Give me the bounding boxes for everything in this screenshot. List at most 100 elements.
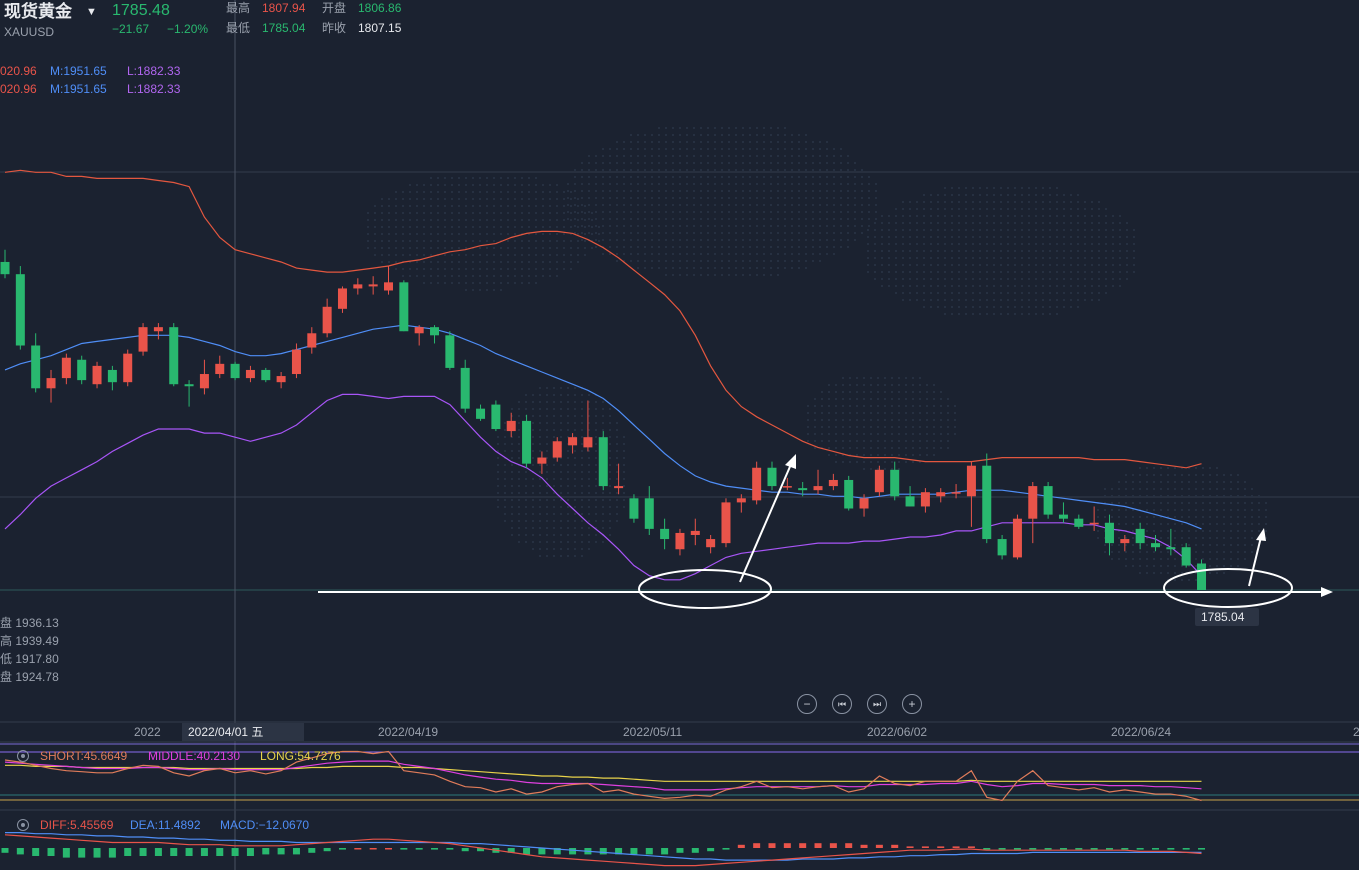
rsi-settings-icon[interactable] [17,750,29,762]
map-dot [840,148,842,150]
map-dot [637,176,639,178]
map-dot [1070,271,1072,273]
map-dot [923,194,925,196]
map-dot [905,384,907,386]
map-dot [672,246,674,248]
map-dot [867,264,869,266]
map-dot [728,260,730,262]
map-dot [993,229,995,231]
map-dot [821,398,823,400]
map-dot [672,267,674,269]
map-dot [937,299,939,301]
instrument-dropdown-icon[interactable]: ▼ [86,6,97,18]
map-dot [472,177,474,179]
map-dot [700,134,702,136]
map-dot [602,169,604,171]
map-dot [912,384,914,386]
map-dot [686,232,688,234]
instrument-name[interactable]: 现货黄金 [4,2,72,21]
map-dot [1167,537,1169,539]
map-dot [763,141,765,143]
map-dot [567,422,569,424]
map-dot [1153,572,1155,574]
map-dot [693,155,695,157]
map-dot [756,162,758,164]
map-dot [521,240,523,242]
map-dot [479,261,481,263]
map-dot [812,260,814,262]
map-dot [1049,313,1051,315]
map-dot [784,127,786,129]
map-dot [1216,509,1218,511]
macd-settings-icon[interactable] [17,819,29,831]
map-dot [679,169,681,171]
map-dot [1105,264,1107,266]
map-dot [574,169,576,171]
map-dot [972,278,974,280]
map-dot [581,225,583,227]
map-dot [539,450,541,452]
skip-back-button[interactable]: ⏮ [832,694,852,714]
map-dot [707,190,709,192]
map-dot [749,141,751,143]
map-dot [444,212,446,214]
map-dot [458,282,460,284]
map-dot [511,415,513,417]
map-dot [937,306,939,308]
candle-body [261,369,271,381]
map-dot [539,513,541,515]
map-dot [902,292,904,294]
map-dot [1042,250,1044,252]
map-dot [493,191,495,193]
map-dot [972,257,974,259]
map-dot [905,454,907,456]
zoom-out-button[interactable]: − [797,694,817,714]
map-dot [828,419,830,421]
map-dot [1091,299,1093,301]
map-dot [1105,236,1107,238]
map-dot [756,134,758,136]
map-dot [742,246,744,248]
skip-forward-button[interactable]: ⏭ [867,694,887,714]
map-dot [1153,467,1155,469]
map-dot [863,461,865,463]
map-dot [672,176,674,178]
map-dot [805,232,807,234]
map-dot [1146,523,1148,525]
map-dot [521,212,523,214]
map-dot [637,239,639,241]
map-dot [497,457,499,459]
map-dot [563,191,565,193]
map-dot [847,218,849,220]
map-dot [791,141,793,143]
map-dot [588,548,590,550]
map-dot [847,204,849,206]
map-dot [623,499,625,501]
map-dot [437,275,439,277]
map-dot [819,260,821,262]
map-dot [553,485,555,487]
map-dot [735,253,737,255]
map-dot [912,398,914,400]
map-dot [1035,194,1037,196]
map-dot [1146,495,1148,497]
map-dot [842,405,844,407]
map-dot [595,246,597,248]
candle-body [874,469,884,493]
map-dot [902,264,904,266]
map-dot [821,412,823,414]
map-dot [532,436,534,438]
map-dot [833,148,835,150]
map-dot [1070,285,1072,287]
map-dot [616,499,618,501]
map-dot [465,212,467,214]
map-dot [465,254,467,256]
map-dot [902,278,904,280]
macd-histogram-bar [783,843,791,848]
map-dot [581,506,583,508]
zoom-in-button[interactable]: + [902,694,922,714]
map-dot [1167,544,1169,546]
map-dot [451,282,453,284]
map-dot [546,555,548,557]
